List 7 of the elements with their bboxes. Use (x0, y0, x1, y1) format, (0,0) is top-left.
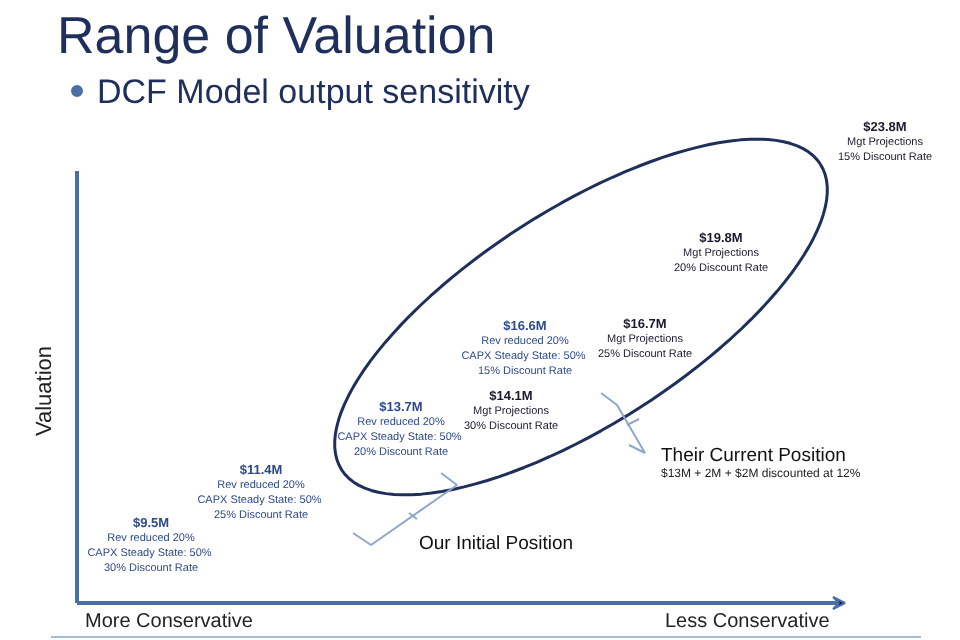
text: Less Conservative (665, 611, 831, 633)
text: Our Initial Position (419, 533, 574, 555)
text: Range of Valuation (57, 5, 496, 65)
text: More Conservative (85, 611, 254, 633)
text: Their Current Position (661, 445, 846, 467)
text: Valuation (33, 345, 57, 437)
text: DCF Model output sensitivity (97, 73, 531, 111)
